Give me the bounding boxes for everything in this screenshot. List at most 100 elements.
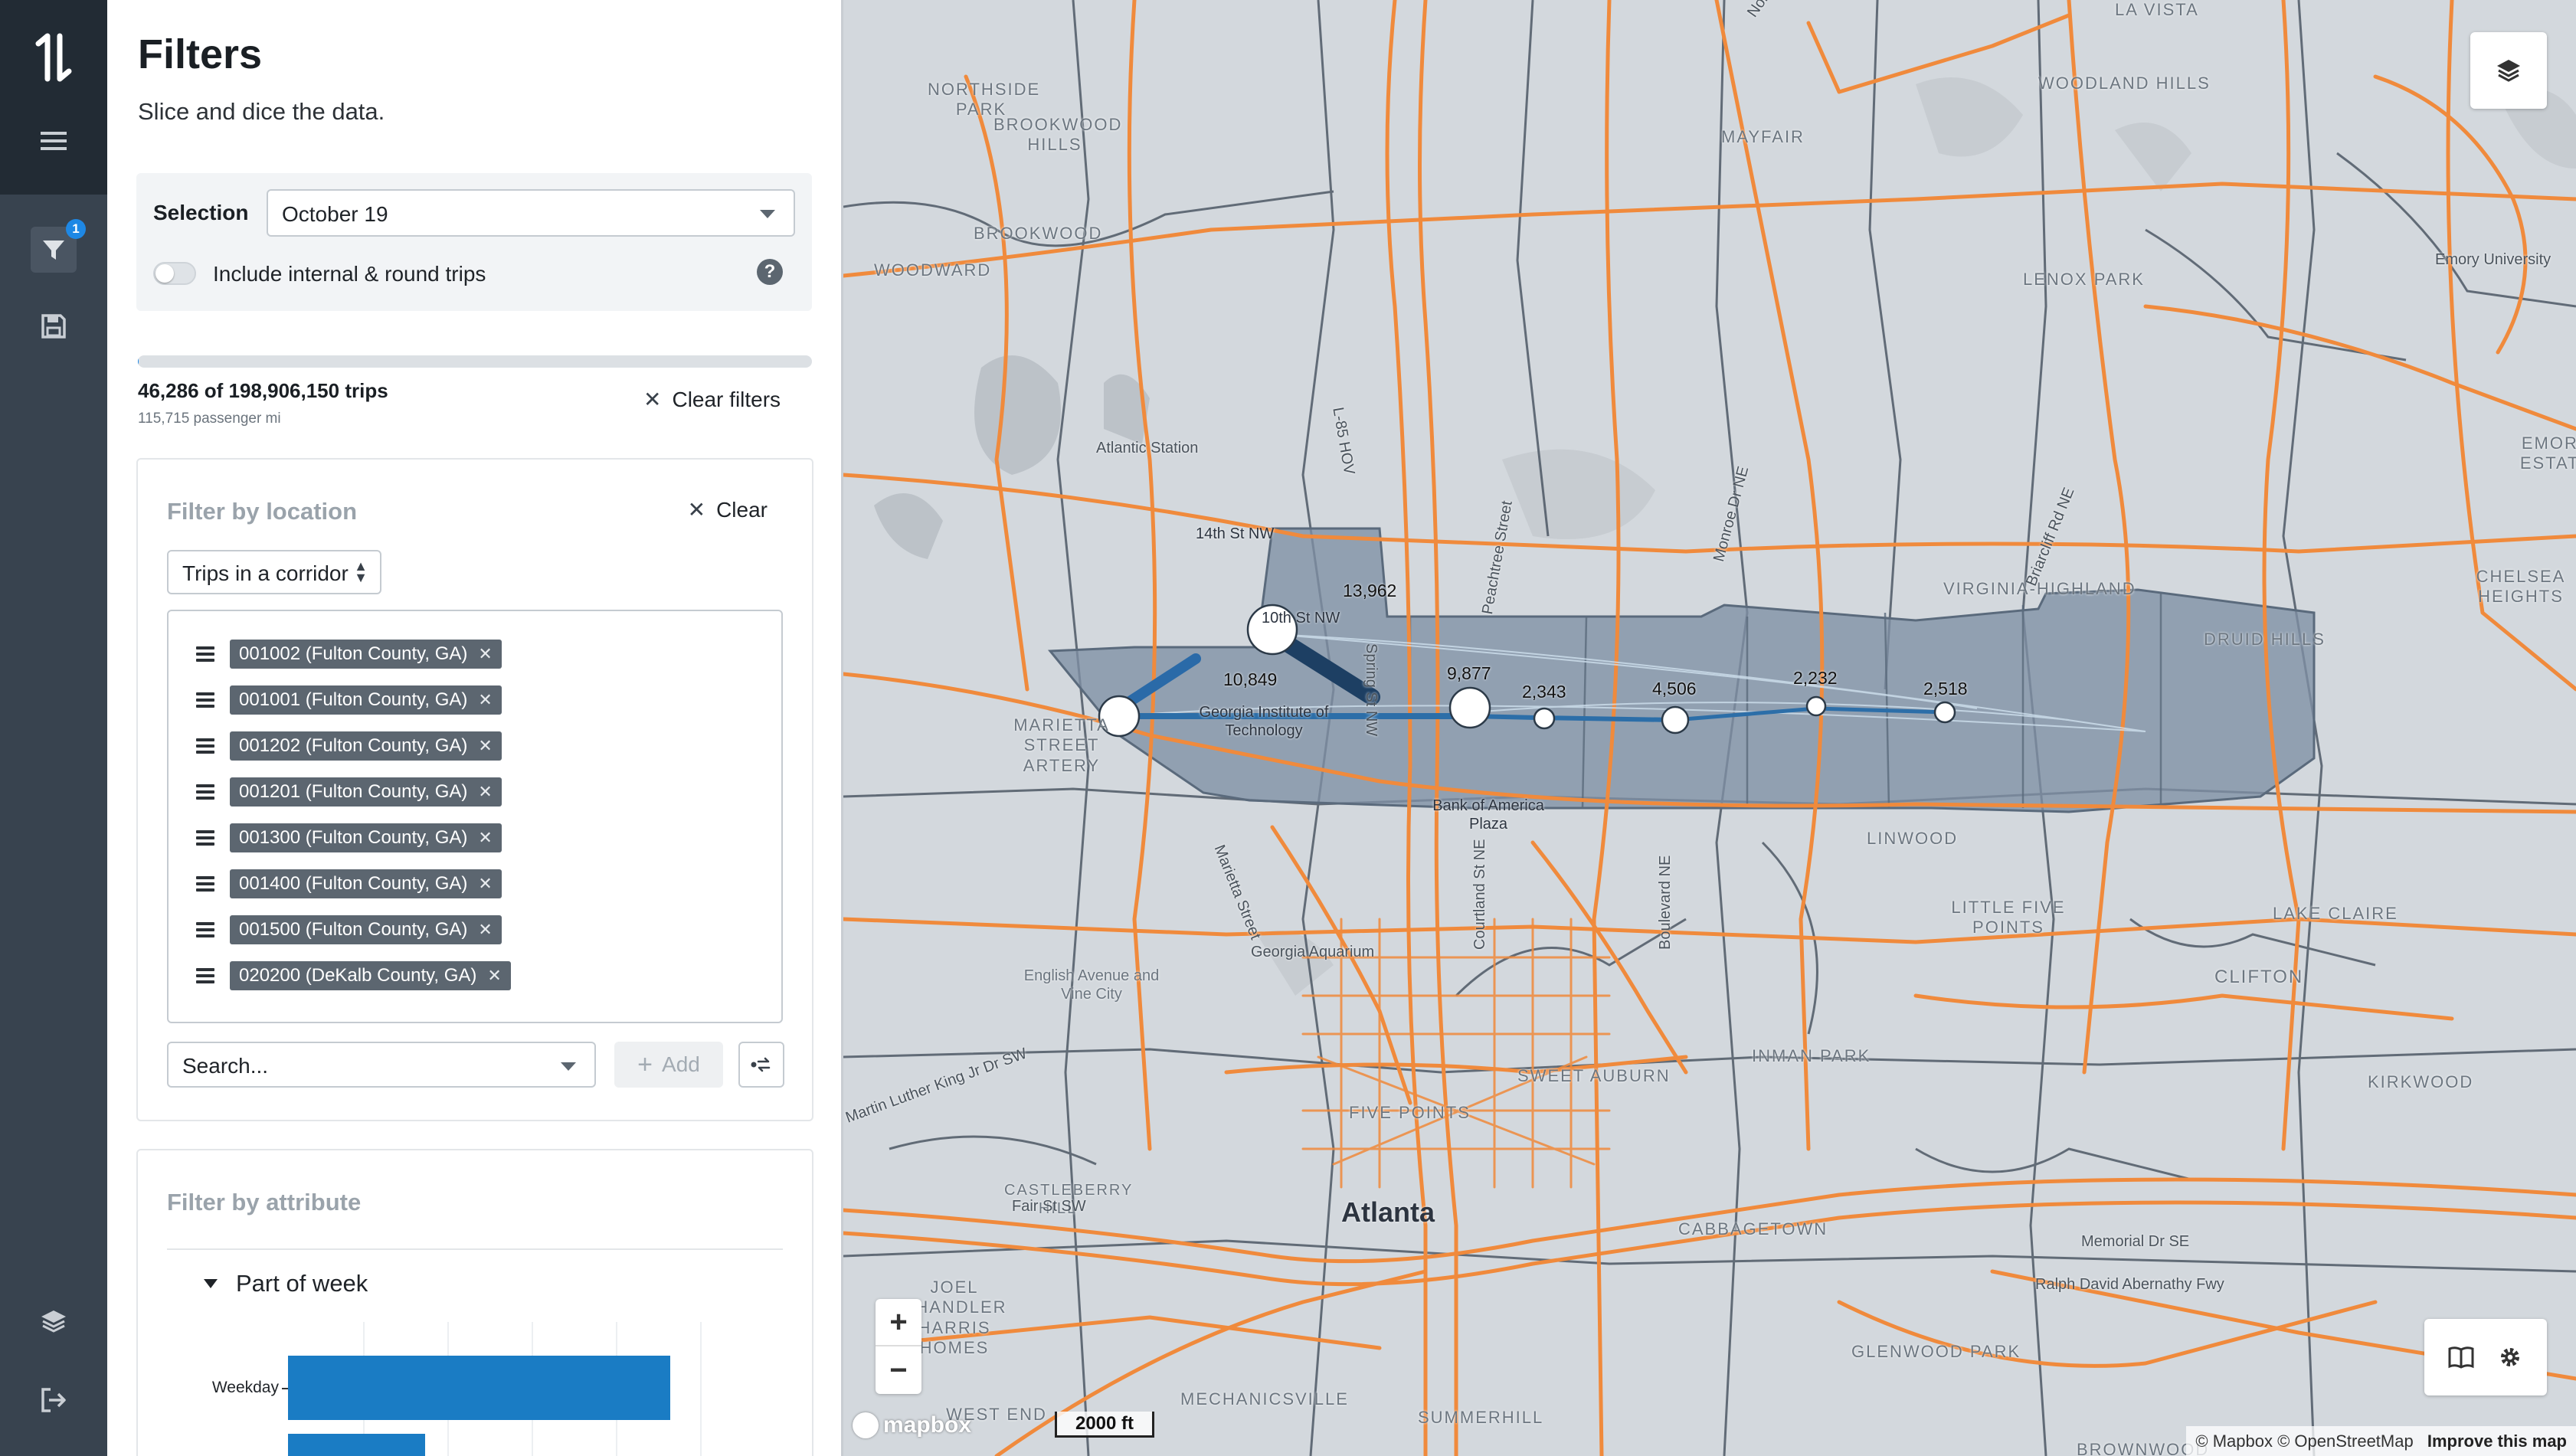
zone-chip: 001202 (Fulton County, GA) ✕ bbox=[230, 731, 502, 761]
map-place-label: Georgia Institute of Technology bbox=[1199, 704, 1329, 739]
filter-icon[interactable]: 1 bbox=[0, 219, 107, 273]
map-tools bbox=[2424, 1319, 2547, 1395]
layers-icon[interactable] bbox=[0, 1305, 107, 1339]
flow-label: 10,849 bbox=[1223, 669, 1278, 689]
app-logo-icon[interactable] bbox=[0, 31, 107, 84]
map-place-label: NORTHSIDE PARK bbox=[928, 80, 1041, 119]
zone-chip-label: 001202 (Fulton County, GA) bbox=[239, 735, 468, 756]
list-item[interactable]: 001300 (Fulton County, GA) ✕ bbox=[196, 823, 502, 853]
map-place-label: MAYFAIR bbox=[1721, 127, 1805, 146]
axis-tick bbox=[282, 1388, 288, 1389]
remove-icon[interactable]: ✕ bbox=[478, 690, 493, 709]
list-item[interactable]: 001500 (Fulton County, GA) ✕ bbox=[196, 914, 502, 945]
map-place-label: WEST END bbox=[946, 1405, 1047, 1424]
internal-trips-toggle[interactable] bbox=[153, 262, 196, 285]
map-place-label: LAKE CLAIRE bbox=[2273, 904, 2398, 923]
map-place-label: LA VISTA bbox=[2115, 0, 2199, 19]
add-zone-label: Add bbox=[662, 1052, 700, 1076]
drag-handle-icon[interactable] bbox=[196, 827, 214, 849]
map-place-label: Atlantic Station bbox=[1096, 440, 1199, 456]
drag-handle-icon[interactable] bbox=[196, 965, 214, 986]
plus-icon: + bbox=[637, 1049, 653, 1079]
layers-button[interactable] bbox=[2470, 32, 2547, 109]
list-item[interactable]: 001400 (Fulton County, GA) ✕ bbox=[196, 869, 502, 899]
drag-handle-icon[interactable] bbox=[196, 735, 214, 757]
map-place-label: CHELSEA HEIGHTS bbox=[2476, 567, 2566, 607]
list-item[interactable]: 001002 (Fulton County, GA) ✕ bbox=[196, 639, 502, 669]
map-place-label: SWEET AUBURN bbox=[1517, 1066, 1671, 1085]
remove-icon[interactable]: ✕ bbox=[478, 644, 493, 663]
selection-dropdown[interactable]: October 19 bbox=[267, 189, 795, 237]
flow-label: 2,518 bbox=[1923, 679, 1968, 699]
attribute-filter-title: Filter by attribute bbox=[167, 1189, 362, 1216]
list-item[interactable]: 001202 (Fulton County, GA) ✕ bbox=[196, 731, 502, 761]
drag-handle-icon[interactable] bbox=[196, 919, 214, 941]
swap-direction-button[interactable] bbox=[738, 1042, 784, 1088]
save-icon[interactable] bbox=[0, 309, 107, 343]
remove-icon[interactable]: ✕ bbox=[478, 782, 493, 801]
zone-chip-label: 001400 (Fulton County, GA) bbox=[239, 873, 468, 894]
zone-chip: 001002 (Fulton County, GA) ✕ bbox=[230, 640, 502, 669]
attribute-filter-card: Filter by attribute Part of week Weekday… bbox=[136, 1149, 813, 1456]
part-of-week-toggle[interactable]: Part of week bbox=[204, 1270, 368, 1297]
improve-map-link[interactable]: Improve this map bbox=[2427, 1431, 2567, 1451]
remove-icon[interactable]: ✕ bbox=[478, 874, 493, 893]
drag-handle-icon[interactable] bbox=[196, 873, 214, 895]
bar-label: Weekday bbox=[211, 1379, 279, 1396]
book-icon[interactable] bbox=[2448, 1346, 2474, 1369]
list-item[interactable]: 020200 (DeKalb County, GA) ✕ bbox=[196, 960, 511, 991]
clear-location-button[interactable]: ✕ Clear bbox=[688, 498, 768, 522]
remove-icon[interactable]: ✕ bbox=[478, 736, 493, 755]
list-item[interactable]: 001001 (Fulton County, GA) ✕ bbox=[196, 685, 502, 715]
internal-trips-label: Include internal & round trips bbox=[213, 262, 486, 286]
map-place-label: VIRGINIA-HIGHLAND bbox=[1943, 579, 2136, 598]
map-place-label: BROOKWOOD HILLS bbox=[993, 115, 1123, 155]
drag-handle-icon[interactable] bbox=[196, 781, 214, 803]
trip-count: 46,286 of 198,906,150 trips bbox=[138, 379, 388, 402]
zone-chip-label: 020200 (DeKalb County, GA) bbox=[239, 965, 477, 986]
flow-label: 2,232 bbox=[1793, 668, 1838, 688]
drag-handle-icon[interactable] bbox=[196, 689, 214, 711]
map-place-label: SUMMERHILL bbox=[1418, 1408, 1544, 1427]
map-place-label: BROWNWOOD bbox=[2077, 1440, 2210, 1456]
drag-handle-icon[interactable] bbox=[196, 643, 214, 665]
help-icon[interactable]: ? bbox=[757, 259, 783, 285]
selection-box: Selection October 19 Include internal & … bbox=[136, 173, 812, 311]
filter-panel: Filters Slice and dice the data. Selecti… bbox=[107, 0, 843, 1456]
filter-count-badge: 1 bbox=[66, 219, 86, 239]
gear-icon[interactable] bbox=[2497, 1344, 2523, 1370]
map-place-label: WOODLAND HILLS bbox=[2038, 74, 2211, 93]
flow-label: 13,962 bbox=[1343, 581, 1397, 600]
map-place-label: MECHANICSVILLE bbox=[1180, 1389, 1349, 1409]
logout-icon[interactable] bbox=[0, 1383, 107, 1417]
mapbox-wordmark: mapbox bbox=[883, 1412, 972, 1438]
map-place-label: FIVE POINTS bbox=[1349, 1103, 1471, 1122]
list-item[interactable]: 001201 (Fulton County, GA) ✕ bbox=[196, 777, 502, 807]
zone-search-input[interactable]: Search... bbox=[167, 1042, 596, 1088]
menu-icon[interactable] bbox=[0, 124, 107, 158]
add-zone-button[interactable]: + Add bbox=[614, 1042, 723, 1088]
corridor-mode-select[interactable]: Trips in a corridor ▲ ▼ bbox=[167, 550, 381, 594]
trip-progress-bar bbox=[138, 355, 812, 368]
selection-value: October 19 bbox=[282, 202, 388, 226]
remove-icon[interactable]: ✕ bbox=[478, 828, 493, 847]
map-place-label: Memorial Dr SE bbox=[2081, 1233, 2190, 1250]
attribution-text[interactable]: © Mapbox © OpenStreetMap bbox=[2195, 1431, 2414, 1451]
remove-icon[interactable]: ✕ bbox=[487, 966, 502, 985]
flow-label: 2,343 bbox=[1522, 682, 1566, 702]
map-place-label: Courtland St NE bbox=[1471, 839, 1488, 950]
chevron-down-icon bbox=[760, 210, 775, 218]
zoom-out-button[interactable]: − bbox=[889, 1353, 908, 1387]
map-view[interactable]: 10,849 13,962 9,877 2,343 4,506 2,232 2,… bbox=[843, 0, 2576, 1456]
bar-weekend[interactable] bbox=[288, 1434, 426, 1456]
map-place-label: Georgia Aquarium bbox=[1251, 944, 1375, 960]
page-title: Filters bbox=[138, 31, 263, 77]
clear-filters-button[interactable]: ✕ Clear filters bbox=[643, 388, 781, 412]
zone-search-placeholder: Search... bbox=[182, 1054, 269, 1078]
remove-icon[interactable]: ✕ bbox=[478, 920, 493, 939]
bar-weekday[interactable] bbox=[288, 1356, 671, 1420]
part-of-week-label: Part of week bbox=[236, 1270, 368, 1297]
map-place-label: English Avenue and Vine City bbox=[1023, 967, 1160, 1003]
zoom-in-button[interactable]: + bbox=[876, 1299, 921, 1346]
zone-chip: 020200 (DeKalb County, GA) ✕ bbox=[230, 961, 511, 990]
